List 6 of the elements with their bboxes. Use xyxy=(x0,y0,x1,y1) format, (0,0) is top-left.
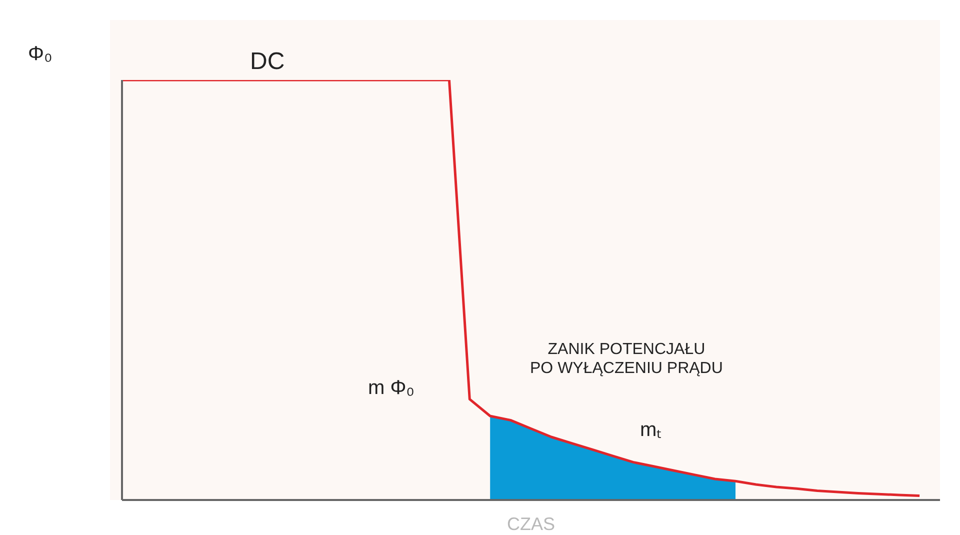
annotation: ZANIK POTENCJAŁU PO WYŁĄCZENIU PRĄDU xyxy=(530,340,723,378)
annotation: m Φ₀ xyxy=(368,376,414,400)
annotation: mₜ xyxy=(640,418,662,442)
x-axis-title: CZAS xyxy=(506,514,556,534)
text: Φ₀ xyxy=(28,42,52,66)
text: DC xyxy=(250,48,285,77)
